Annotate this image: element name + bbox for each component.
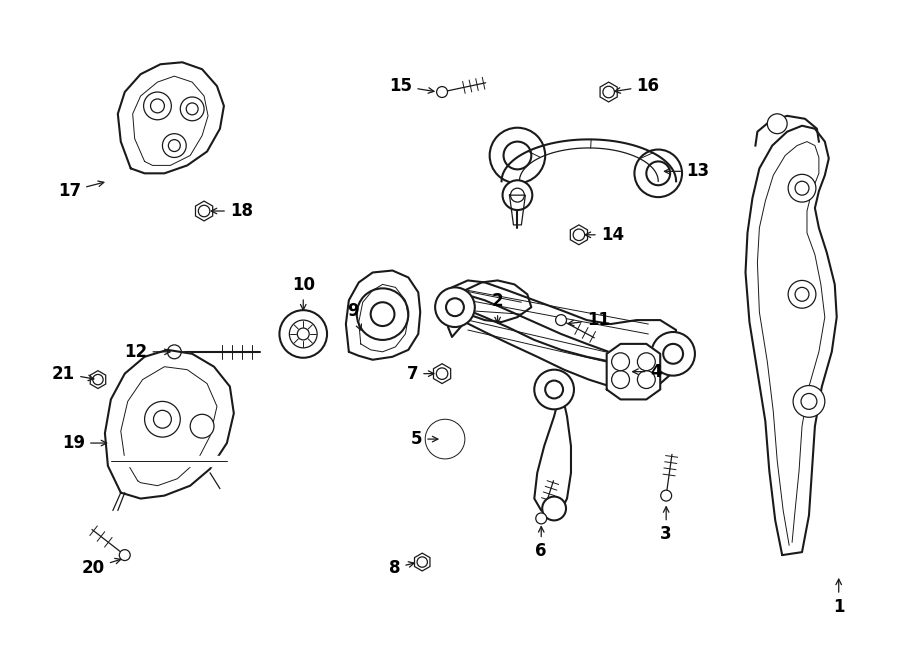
Text: 12: 12 — [124, 343, 170, 361]
Circle shape — [603, 86, 615, 98]
Circle shape — [661, 490, 671, 501]
Circle shape — [612, 371, 629, 389]
Text: 8: 8 — [389, 559, 414, 577]
Circle shape — [536, 513, 546, 524]
Circle shape — [646, 162, 670, 185]
Polygon shape — [434, 363, 451, 383]
Text: 7: 7 — [407, 365, 434, 383]
Text: 4: 4 — [633, 363, 662, 381]
Text: 5: 5 — [410, 430, 438, 448]
Circle shape — [788, 281, 816, 308]
Polygon shape — [105, 350, 234, 498]
Polygon shape — [535, 389, 571, 516]
Circle shape — [555, 314, 566, 326]
Circle shape — [637, 371, 655, 389]
Circle shape — [168, 140, 180, 152]
Polygon shape — [118, 62, 224, 173]
Circle shape — [435, 287, 475, 327]
Text: 10: 10 — [292, 276, 315, 310]
Polygon shape — [455, 281, 531, 322]
Polygon shape — [600, 82, 617, 102]
Text: 9: 9 — [347, 302, 362, 330]
Polygon shape — [415, 553, 430, 571]
Circle shape — [154, 410, 171, 428]
Circle shape — [788, 174, 816, 202]
Circle shape — [290, 320, 317, 348]
Circle shape — [428, 422, 462, 456]
Text: 16: 16 — [615, 77, 660, 95]
Circle shape — [93, 375, 104, 385]
Text: 18: 18 — [212, 202, 253, 220]
Polygon shape — [571, 225, 588, 245]
Circle shape — [180, 97, 204, 120]
Text: 15: 15 — [390, 77, 434, 95]
Polygon shape — [501, 140, 676, 181]
Text: 2: 2 — [491, 292, 503, 323]
Circle shape — [436, 87, 447, 97]
Circle shape — [535, 369, 574, 409]
Circle shape — [198, 205, 210, 216]
Circle shape — [190, 414, 214, 438]
Circle shape — [502, 180, 532, 210]
Circle shape — [663, 344, 683, 363]
Text: 6: 6 — [536, 526, 547, 560]
Polygon shape — [111, 456, 227, 466]
Circle shape — [144, 92, 171, 120]
Text: 21: 21 — [52, 365, 94, 383]
Circle shape — [637, 353, 655, 371]
Circle shape — [436, 430, 454, 448]
Circle shape — [145, 401, 180, 437]
Circle shape — [417, 557, 428, 567]
Circle shape — [510, 188, 525, 202]
Circle shape — [371, 303, 394, 326]
Text: 17: 17 — [58, 181, 104, 200]
Polygon shape — [195, 201, 212, 221]
Polygon shape — [745, 126, 837, 555]
Circle shape — [542, 496, 566, 520]
Polygon shape — [346, 271, 420, 359]
Circle shape — [503, 142, 531, 169]
Circle shape — [436, 368, 448, 379]
Text: 13: 13 — [664, 162, 709, 180]
Circle shape — [768, 114, 788, 134]
Circle shape — [162, 134, 186, 158]
Text: 14: 14 — [585, 226, 624, 244]
Circle shape — [652, 332, 695, 375]
Circle shape — [545, 381, 563, 399]
Text: 20: 20 — [82, 558, 121, 577]
Polygon shape — [448, 281, 676, 357]
Polygon shape — [509, 195, 526, 225]
Circle shape — [150, 99, 165, 113]
Circle shape — [612, 353, 629, 371]
Circle shape — [167, 345, 181, 359]
Polygon shape — [448, 310, 678, 389]
Circle shape — [186, 103, 198, 115]
Circle shape — [490, 128, 545, 183]
Polygon shape — [607, 344, 661, 399]
Circle shape — [446, 299, 464, 316]
Circle shape — [120, 549, 130, 561]
Circle shape — [279, 310, 327, 357]
Text: 19: 19 — [62, 434, 107, 452]
Text: 3: 3 — [661, 506, 672, 544]
Circle shape — [795, 287, 809, 301]
Circle shape — [801, 393, 817, 409]
Circle shape — [634, 150, 682, 197]
Text: 11: 11 — [568, 311, 610, 329]
Circle shape — [425, 419, 465, 459]
Circle shape — [793, 385, 824, 417]
Circle shape — [573, 229, 585, 240]
Circle shape — [795, 181, 809, 195]
Polygon shape — [90, 371, 105, 389]
Text: 1: 1 — [833, 579, 844, 616]
Circle shape — [356, 289, 409, 340]
Circle shape — [297, 328, 310, 340]
